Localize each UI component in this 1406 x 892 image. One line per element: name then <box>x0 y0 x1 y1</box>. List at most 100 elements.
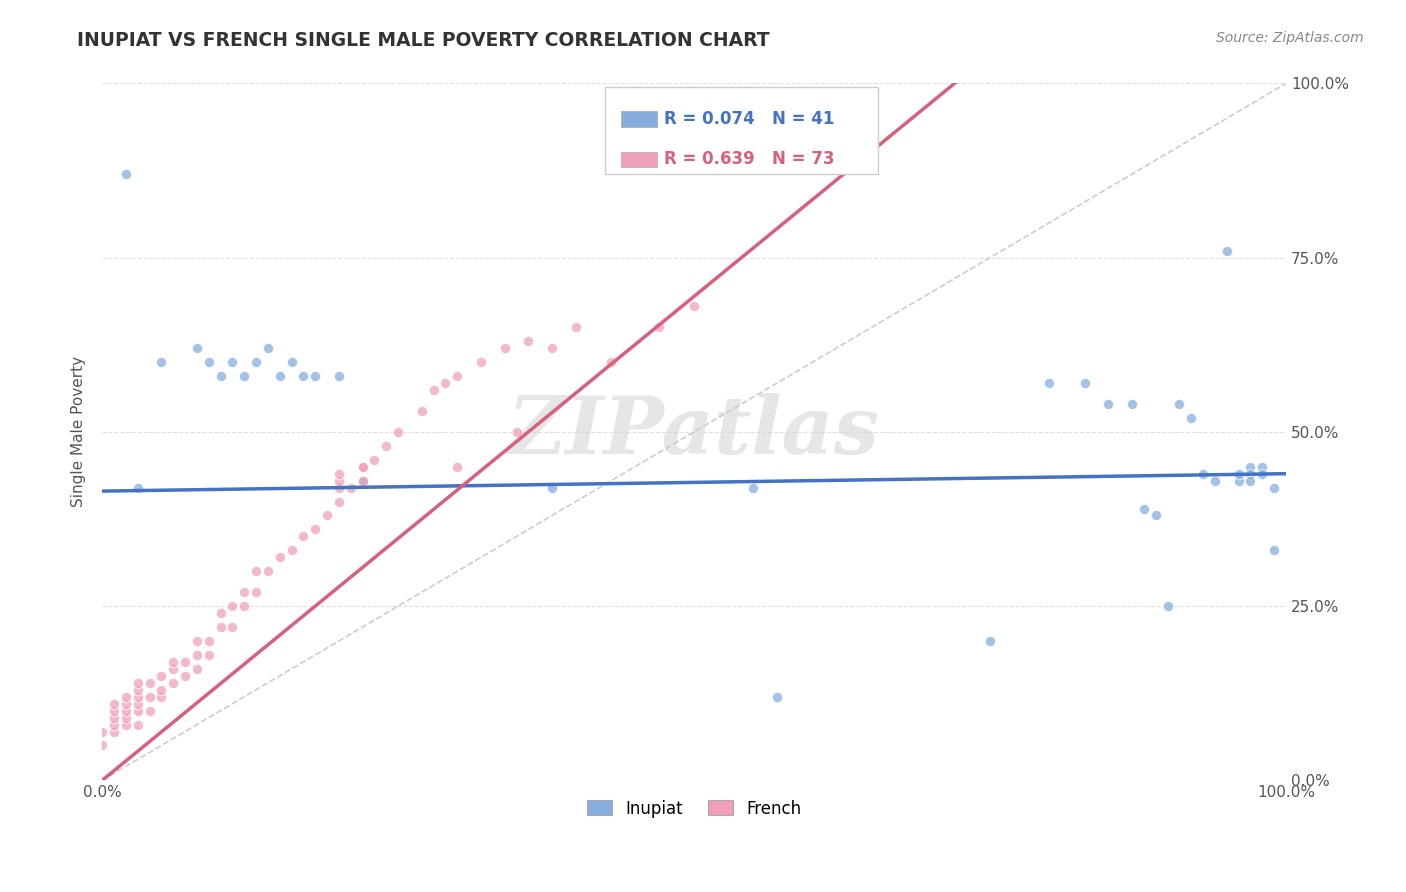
FancyBboxPatch shape <box>620 112 658 127</box>
FancyBboxPatch shape <box>620 152 658 167</box>
Point <box>197 648 219 662</box>
Point <box>91 739 114 753</box>
Point <box>209 369 232 384</box>
Point <box>470 355 492 369</box>
Point <box>328 481 350 495</box>
Point <box>304 523 326 537</box>
Point <box>340 481 363 495</box>
Point <box>245 564 267 578</box>
Point <box>1073 376 1095 390</box>
Point <box>304 369 326 384</box>
Point <box>1156 599 1178 613</box>
Point <box>1133 501 1156 516</box>
Point <box>1168 397 1191 411</box>
Point <box>162 662 184 676</box>
Point <box>127 675 149 690</box>
Point <box>352 459 374 474</box>
Point <box>328 474 350 488</box>
Point <box>174 669 197 683</box>
Point <box>411 404 433 418</box>
Point <box>115 717 138 731</box>
Point <box>1239 467 1261 481</box>
Point <box>150 690 173 704</box>
Point <box>269 369 291 384</box>
Point <box>505 425 527 439</box>
Point <box>328 494 350 508</box>
Point <box>1263 543 1285 558</box>
Point <box>742 481 765 495</box>
Point <box>186 662 208 676</box>
Point <box>1216 244 1239 258</box>
Point <box>221 599 243 613</box>
Point <box>257 341 280 355</box>
Point <box>292 529 315 543</box>
Point <box>1227 474 1250 488</box>
Point <box>600 355 623 369</box>
Point <box>233 369 256 384</box>
Point <box>316 508 339 523</box>
Point <box>446 459 468 474</box>
Point <box>328 369 350 384</box>
Point <box>138 690 160 704</box>
Point <box>115 167 138 181</box>
Point <box>1144 508 1167 523</box>
Point <box>138 704 160 718</box>
Point <box>683 300 706 314</box>
Point <box>209 620 232 634</box>
Point <box>103 724 125 739</box>
Point <box>1038 376 1060 390</box>
Point <box>233 585 256 599</box>
Point <box>363 452 385 467</box>
Point <box>186 648 208 662</box>
Point <box>197 634 219 648</box>
Point <box>375 439 398 453</box>
Point <box>280 543 302 558</box>
Text: R = 0.639   N = 73: R = 0.639 N = 73 <box>665 151 835 169</box>
Point <box>328 467 350 481</box>
Text: INUPIAT VS FRENCH SINGLE MALE POVERTY CORRELATION CHART: INUPIAT VS FRENCH SINGLE MALE POVERTY CO… <box>77 31 770 50</box>
Point <box>257 564 280 578</box>
FancyBboxPatch shape <box>606 87 877 174</box>
Point <box>517 334 540 349</box>
Point <box>564 320 586 334</box>
Point <box>162 655 184 669</box>
Point <box>647 320 669 334</box>
Point <box>292 369 315 384</box>
Point <box>766 690 789 704</box>
Y-axis label: Single Male Poverty: Single Male Poverty <box>72 356 86 508</box>
Point <box>115 710 138 724</box>
Point <box>541 481 564 495</box>
Point <box>1239 459 1261 474</box>
Legend: Inupiat, French: Inupiat, French <box>581 793 808 824</box>
Point <box>1263 481 1285 495</box>
Point <box>352 474 374 488</box>
Point <box>103 697 125 711</box>
Point <box>1251 467 1274 481</box>
Point <box>127 704 149 718</box>
Point <box>352 459 374 474</box>
Point <box>138 675 160 690</box>
Point <box>127 697 149 711</box>
Point <box>221 620 243 634</box>
Point <box>150 669 173 683</box>
Point <box>197 355 219 369</box>
Point <box>280 355 302 369</box>
Point <box>91 724 114 739</box>
Point <box>127 717 149 731</box>
Point <box>1097 397 1119 411</box>
Point <box>352 474 374 488</box>
Point <box>541 341 564 355</box>
Text: R = 0.074   N = 41: R = 0.074 N = 41 <box>665 110 835 128</box>
Point <box>245 355 267 369</box>
Point <box>150 682 173 697</box>
Point <box>1227 467 1250 481</box>
Point <box>1239 474 1261 488</box>
Point <box>150 355 173 369</box>
Point <box>387 425 409 439</box>
Text: Source: ZipAtlas.com: Source: ZipAtlas.com <box>1216 31 1364 45</box>
Point <box>186 634 208 648</box>
Point <box>127 481 149 495</box>
Point <box>103 717 125 731</box>
Point <box>115 704 138 718</box>
Point <box>127 690 149 704</box>
